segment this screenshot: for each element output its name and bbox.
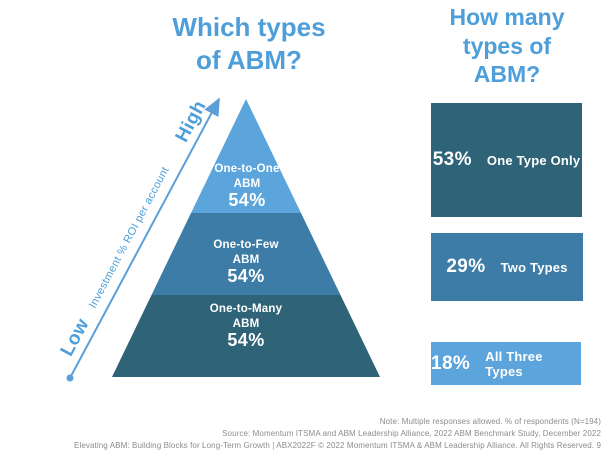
tier2-label-line1: One-to-Few: [213, 239, 278, 251]
tier3-value: 54%: [227, 330, 264, 350]
roi-axis-arrow-icon: [69, 97, 220, 379]
roi-axis-origin-dot-icon: [66, 374, 74, 382]
right-chart-title-line2: types of: [462, 32, 552, 59]
right-chart-title-line3: ABM?: [473, 61, 541, 88]
stat-box-all-three-types: 18% All Three Types: [431, 342, 581, 385]
tier3-label-line2: ABM: [233, 318, 260, 330]
stat-label: Two Types: [500, 259, 568, 275]
roi-axis-high-label: High: [172, 97, 211, 146]
tier2-label-line2: ABM: [233, 254, 260, 266]
pyramid-tier-one-to-few: [151, 213, 341, 295]
right-chart-title-line1: How many: [449, 4, 565, 30]
tier1-label-line2: ABM: [234, 178, 261, 190]
stat-box-one-type-only: 53% One Type Only: [431, 103, 582, 217]
pyramid-tier-one-to-one: [191, 99, 301, 213]
left-chart-title-line2: of ABM?: [196, 45, 302, 76]
left-chart-title: Which types of ABM?: [139, 11, 359, 78]
pyramid-chart: High Low Investment % ROI per account On…: [57, 97, 380, 382]
stat-label: One Type Only: [486, 152, 581, 168]
footer: Note: Multiple responses allowed. % of r…: [74, 416, 601, 452]
stat-value: 18%: [431, 352, 471, 374]
stat-value: 29%: [446, 256, 486, 277]
footer-source: Source: Momentum ITSMA and ABM Leadershi…: [222, 429, 601, 438]
stat-box-two-types: 29% Two Types: [431, 233, 583, 301]
footer-citation: Elevating ABM: Building Blocks for Long-…: [74, 441, 601, 450]
tier1-label-line1: One-to-One: [214, 163, 279, 175]
tier1-value: 54%: [228, 190, 265, 210]
pyramid-tier-one-to-many: [112, 295, 380, 377]
right-chart-title: How many types of ABM?: [427, 3, 587, 89]
tier2-value: 54%: [227, 266, 264, 286]
roi-axis-low-label: Low: [57, 315, 94, 359]
tier3-label-line1: One-to-Many: [210, 303, 283, 315]
footer-note: Note: Multiple responses allowed. % of r…: [379, 417, 601, 426]
stat-value: 53%: [432, 149, 472, 170]
left-chart-title-line1: Which types: [172, 12, 326, 42]
stat-label: All Three Types: [485, 348, 543, 379]
